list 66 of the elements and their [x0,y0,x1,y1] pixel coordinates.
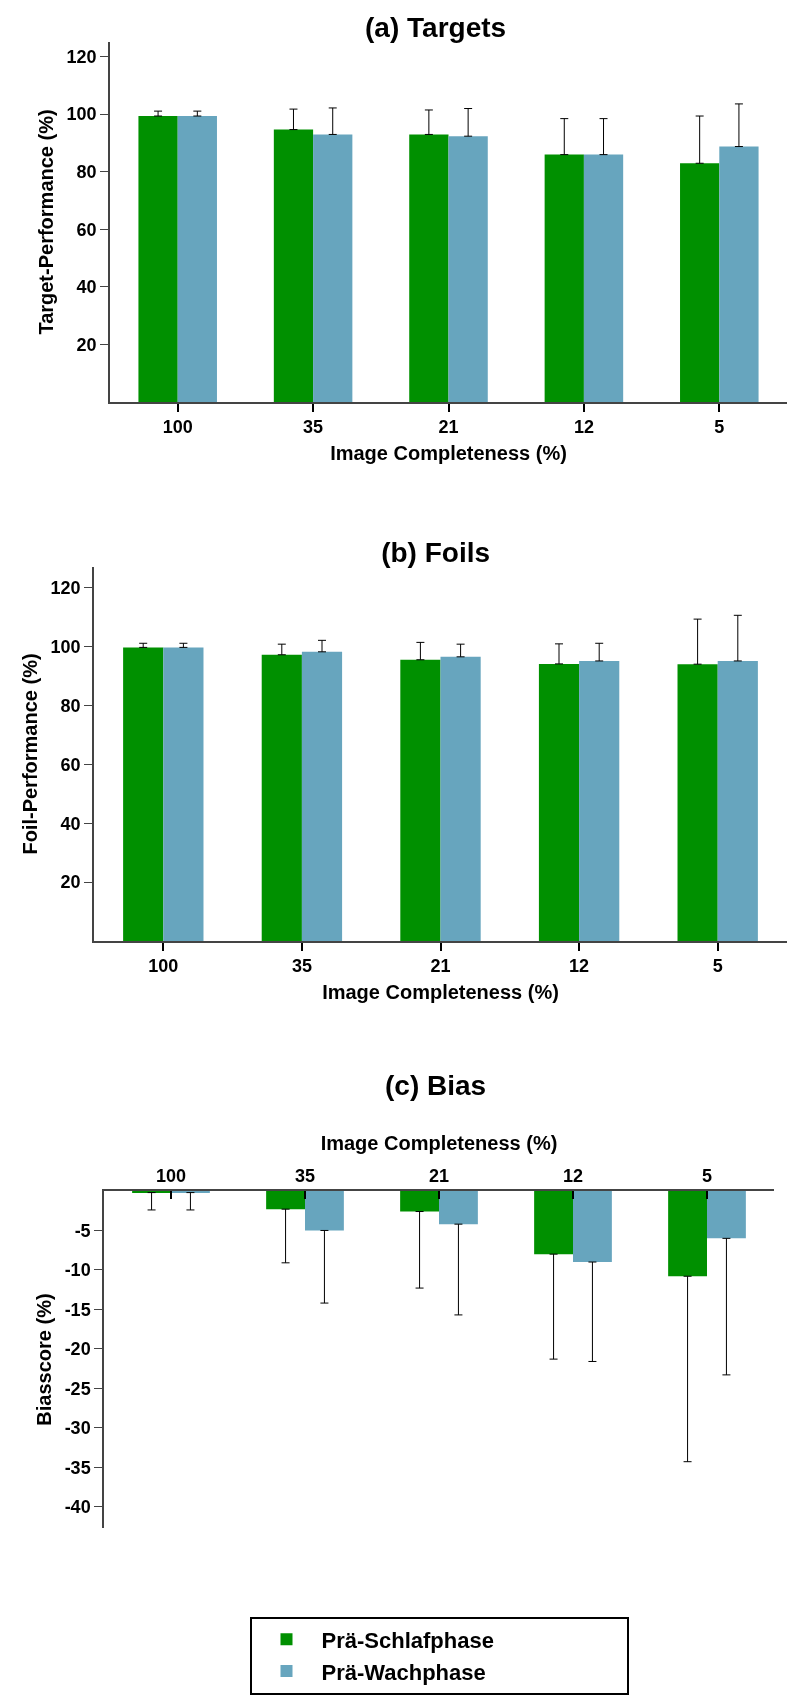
bar [138,116,178,402]
bar [163,647,204,941]
x-tick-label: 21 [428,1166,450,1187]
x-tick-label: 100 [162,417,193,438]
x-tick-label: 21 [430,956,451,977]
y-axis-title: Biasscore (%) [32,1293,55,1426]
bar [123,647,164,941]
x-tick-label: 100 [148,956,179,977]
legend-label: Prä-Wachphase [321,1659,486,1685]
y-axis-title: Foil-Performance (%) [18,653,41,855]
bar [273,129,314,402]
y-tick-label: -10 [64,1260,91,1281]
x-tick-label: 5 [714,417,725,438]
y-tick-label: 80 [76,161,97,182]
x-axis-title: Image Completeness (%) [330,442,567,465]
y-tick-label: 120 [66,46,97,67]
y-tick-label: -15 [64,1299,91,1320]
y-tick-label: 40 [76,277,97,298]
bar [538,663,580,941]
bar [409,134,449,402]
y-tick-label: 60 [76,219,97,240]
bar [440,656,481,941]
y-tick-label: 20 [60,872,81,893]
y-tick-label: 80 [60,695,81,716]
y-tick-label: 100 [50,636,81,657]
bar [717,660,758,941]
bar [301,651,343,941]
x-tick-label: 5 [701,1166,713,1187]
y-tick-label: -35 [64,1457,91,1478]
y-tick-label: 60 [60,754,81,775]
chart-title: (b) Foils [381,536,491,568]
bar [719,146,759,402]
chart-title: (a) Targets [365,11,507,43]
x-tick-label: 35 [291,956,312,977]
bar [261,654,302,941]
legend-label: Prä-Schlafphase [321,1627,494,1653]
chart-title: (c) Bias [385,1069,487,1101]
x-tick-label: 12 [569,956,590,977]
x-tick-label: 35 [303,417,324,438]
x2-axis-title: Image Completeness (%) [320,1132,558,1155]
x-tick-label: 12 [562,1166,584,1187]
y-tick-label: -25 [64,1378,91,1399]
x-axis-title: Image Completeness (%) [322,981,559,1004]
y-tick-label: 20 [76,334,97,355]
x-tick-label: 12 [573,417,594,438]
y-tick-label: 100 [66,104,97,125]
y-tick-label: 40 [60,813,81,834]
bar [544,154,584,402]
y-tick-label: 120 [50,577,81,598]
bar [677,664,718,941]
y-tick-label: -40 [64,1496,91,1517]
x-tick-label: 21 [438,417,459,438]
y-axis-title: Target-Performance (%) [34,109,57,335]
y-tick-label: -5 [74,1220,91,1241]
x-tick-label: 100 [155,1166,187,1187]
x-tick-label: 35 [294,1166,316,1187]
y-tick-label: -30 [64,1418,91,1439]
bar [680,163,720,402]
x-tick-label: 5 [712,956,723,977]
bar [448,136,488,402]
bar [400,659,441,941]
bar [177,116,217,402]
y-tick-label: -20 [64,1339,91,1360]
bar [313,134,353,402]
bar [579,660,620,941]
bar [583,154,624,402]
